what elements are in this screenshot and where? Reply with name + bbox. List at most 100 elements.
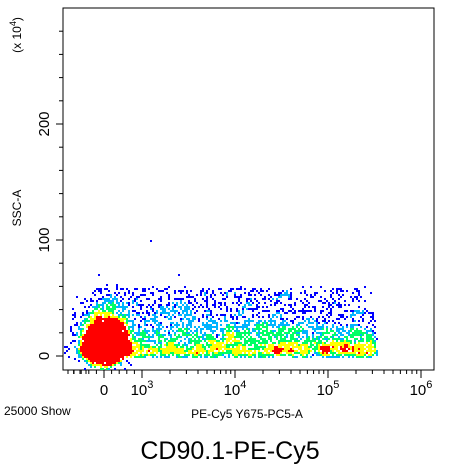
event-dot	[370, 350, 372, 352]
event-dot	[106, 366, 108, 368]
event-dot	[206, 306, 208, 308]
event-dot	[302, 336, 304, 338]
event-dot	[86, 360, 88, 362]
event-dot	[328, 356, 330, 358]
event-dot	[182, 330, 184, 332]
event-dot	[276, 326, 278, 328]
event-dot	[196, 356, 198, 358]
event-dot	[168, 334, 170, 336]
event-dot	[292, 328, 294, 330]
event-dot	[130, 338, 132, 340]
event-dot	[238, 354, 240, 356]
event-dot	[294, 350, 296, 352]
event-dot	[152, 310, 154, 312]
event-dot	[196, 328, 198, 330]
event-dot	[232, 288, 234, 290]
event-dot	[110, 304, 112, 306]
event-dot	[372, 318, 374, 320]
event-dot	[218, 318, 220, 320]
event-dot	[198, 306, 200, 308]
event-dot	[102, 344, 104, 346]
event-dot	[186, 346, 188, 348]
event-dot	[144, 340, 146, 342]
event-dot	[282, 324, 284, 326]
event-dot	[352, 320, 354, 322]
event-dot	[98, 274, 100, 276]
event-dot	[196, 294, 198, 296]
event-dot	[290, 320, 292, 322]
event-dot	[110, 302, 112, 304]
event-dot	[366, 336, 368, 338]
event-dot	[236, 330, 238, 332]
event-dot	[152, 334, 154, 336]
event-dot	[114, 340, 116, 342]
event-dot	[274, 346, 276, 348]
event-dot	[216, 326, 218, 328]
event-dot	[104, 312, 106, 314]
event-dot	[250, 304, 252, 306]
data-points	[64, 240, 378, 370]
event-dot	[212, 340, 214, 342]
event-dot	[230, 316, 232, 318]
event-dot	[258, 348, 260, 350]
event-dot	[92, 332, 94, 334]
event-dot	[106, 344, 108, 346]
event-dot	[128, 312, 130, 314]
event-dot	[126, 334, 128, 336]
event-dot	[122, 354, 124, 356]
event-dot	[314, 310, 316, 312]
event-dot	[104, 340, 106, 342]
event-dot	[172, 354, 174, 356]
event-dot	[114, 318, 116, 320]
event-dot	[102, 322, 104, 324]
event-dot	[96, 314, 98, 316]
event-dot	[228, 324, 230, 326]
event-dot	[284, 320, 286, 322]
event-dot	[336, 354, 338, 356]
event-dot	[94, 316, 96, 318]
event-dot	[176, 348, 178, 350]
event-dot	[284, 292, 286, 294]
event-dot	[300, 292, 302, 294]
event-dot	[160, 350, 162, 352]
event-dot	[112, 338, 114, 340]
event-dot	[210, 342, 212, 344]
event-dot	[286, 350, 288, 352]
event-dot	[276, 348, 278, 350]
event-dot	[198, 338, 200, 340]
event-dot	[186, 328, 188, 330]
event-dot	[92, 364, 94, 366]
event-dot	[354, 338, 356, 340]
event-dot	[270, 322, 272, 324]
event-dot	[210, 312, 212, 314]
event-dot	[346, 338, 348, 340]
event-dot	[240, 288, 242, 290]
axes	[62, 7, 435, 371]
event-dot	[244, 352, 246, 354]
event-dot	[370, 356, 372, 358]
event-dot	[208, 346, 210, 348]
event-dot	[236, 346, 238, 348]
event-dot	[144, 320, 146, 322]
event-dot	[298, 352, 300, 354]
event-dot	[318, 340, 320, 342]
event-dot	[110, 312, 112, 314]
event-dot	[164, 348, 166, 350]
event-dot	[84, 318, 86, 320]
event-dot	[90, 350, 92, 352]
event-dot	[94, 336, 96, 338]
event-dot	[230, 336, 232, 338]
event-dot	[244, 322, 246, 324]
event-dot	[278, 310, 280, 312]
event-dot	[240, 344, 242, 346]
event-dot	[274, 314, 276, 316]
event-dot	[144, 328, 146, 330]
event-dot	[290, 344, 292, 346]
event-dot	[354, 350, 356, 352]
event-dot	[174, 324, 176, 326]
event-dot	[82, 312, 84, 314]
event-dot	[284, 342, 286, 344]
event-dot	[112, 300, 114, 302]
event-dot	[108, 344, 110, 346]
event-dot	[226, 296, 228, 298]
